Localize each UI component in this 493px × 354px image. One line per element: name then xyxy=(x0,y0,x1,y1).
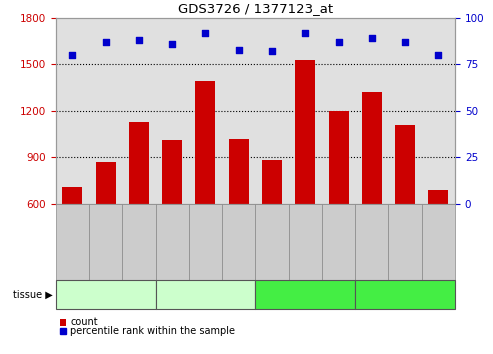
Bar xyxy=(329,111,349,296)
Point xyxy=(69,52,76,58)
Point xyxy=(168,41,176,47)
Point xyxy=(135,38,143,43)
Text: GSM172049: GSM172049 xyxy=(168,218,176,265)
Point xyxy=(102,39,109,45)
Bar xyxy=(262,160,282,296)
Text: count: count xyxy=(70,318,98,327)
Point xyxy=(401,39,409,45)
Text: GSM172046: GSM172046 xyxy=(68,218,77,265)
Point xyxy=(301,30,309,36)
Text: GSM172040: GSM172040 xyxy=(268,218,277,265)
Text: percentile rank within the sample: percentile rank within the sample xyxy=(70,326,235,336)
Title: GDS3726 / 1377123_at: GDS3726 / 1377123_at xyxy=(178,2,333,16)
Point xyxy=(202,30,210,36)
Bar xyxy=(362,92,382,296)
Bar xyxy=(162,140,182,296)
Bar xyxy=(196,81,215,296)
Bar xyxy=(295,60,316,296)
Bar xyxy=(62,187,82,296)
Point xyxy=(235,47,243,52)
Text: GSM172047: GSM172047 xyxy=(101,218,110,265)
Bar xyxy=(395,125,415,296)
Bar xyxy=(229,139,249,296)
Bar xyxy=(129,122,149,296)
Text: GSM172042: GSM172042 xyxy=(334,218,343,265)
Text: tissue ▶: tissue ▶ xyxy=(13,289,53,299)
Point xyxy=(434,52,442,58)
Point xyxy=(268,48,276,54)
Text: hippocampal CA3: hippocampal CA3 xyxy=(365,290,445,299)
Text: GSM172048: GSM172048 xyxy=(135,218,143,265)
Point xyxy=(368,36,376,41)
Point xyxy=(335,39,343,45)
Bar xyxy=(60,319,66,326)
Bar xyxy=(96,162,115,296)
Text: GSM172041: GSM172041 xyxy=(301,218,310,265)
Text: GSM172050: GSM172050 xyxy=(201,218,210,265)
Text: GSM172044: GSM172044 xyxy=(401,218,410,265)
Text: GSM172043: GSM172043 xyxy=(367,218,376,265)
Text: GSM172051: GSM172051 xyxy=(234,218,243,265)
Text: cerebellar
granular layer: cerebellar granular layer xyxy=(73,285,138,304)
Text: cerebral cortex: cerebral cortex xyxy=(171,290,240,299)
Bar xyxy=(428,190,449,296)
Text: GSM172045: GSM172045 xyxy=(434,218,443,265)
Text: hippocampal CA1: hippocampal CA1 xyxy=(266,290,345,299)
